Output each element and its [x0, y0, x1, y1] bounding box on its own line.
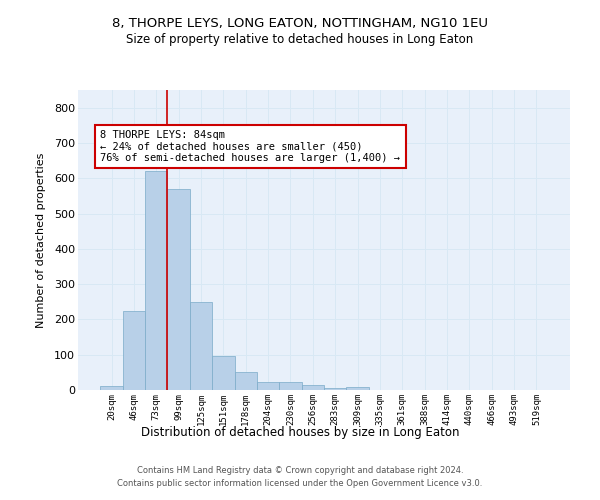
Bar — [145, 171, 167, 390]
Text: Distribution of detached houses by size in Long Eaton: Distribution of detached houses by size … — [141, 426, 459, 439]
Y-axis label: Number of detached properties: Number of detached properties — [36, 152, 46, 328]
Bar — [279, 382, 302, 390]
Bar — [212, 356, 235, 390]
Bar — [235, 372, 257, 390]
Bar — [167, 189, 190, 390]
Bar — [257, 382, 279, 390]
Bar — [324, 388, 346, 390]
Text: Contains HM Land Registry data © Crown copyright and database right 2024.
Contai: Contains HM Land Registry data © Crown c… — [118, 466, 482, 487]
Bar — [100, 386, 123, 390]
Bar — [123, 310, 145, 390]
Bar — [346, 387, 369, 390]
Text: 8, THORPE LEYS, LONG EATON, NOTTINGHAM, NG10 1EU: 8, THORPE LEYS, LONG EATON, NOTTINGHAM, … — [112, 18, 488, 30]
Text: Size of property relative to detached houses in Long Eaton: Size of property relative to detached ho… — [127, 32, 473, 46]
Text: 8 THORPE LEYS: 84sqm
← 24% of detached houses are smaller (450)
76% of semi-deta: 8 THORPE LEYS: 84sqm ← 24% of detached h… — [100, 130, 400, 163]
Bar — [190, 302, 212, 390]
Bar — [302, 385, 324, 390]
